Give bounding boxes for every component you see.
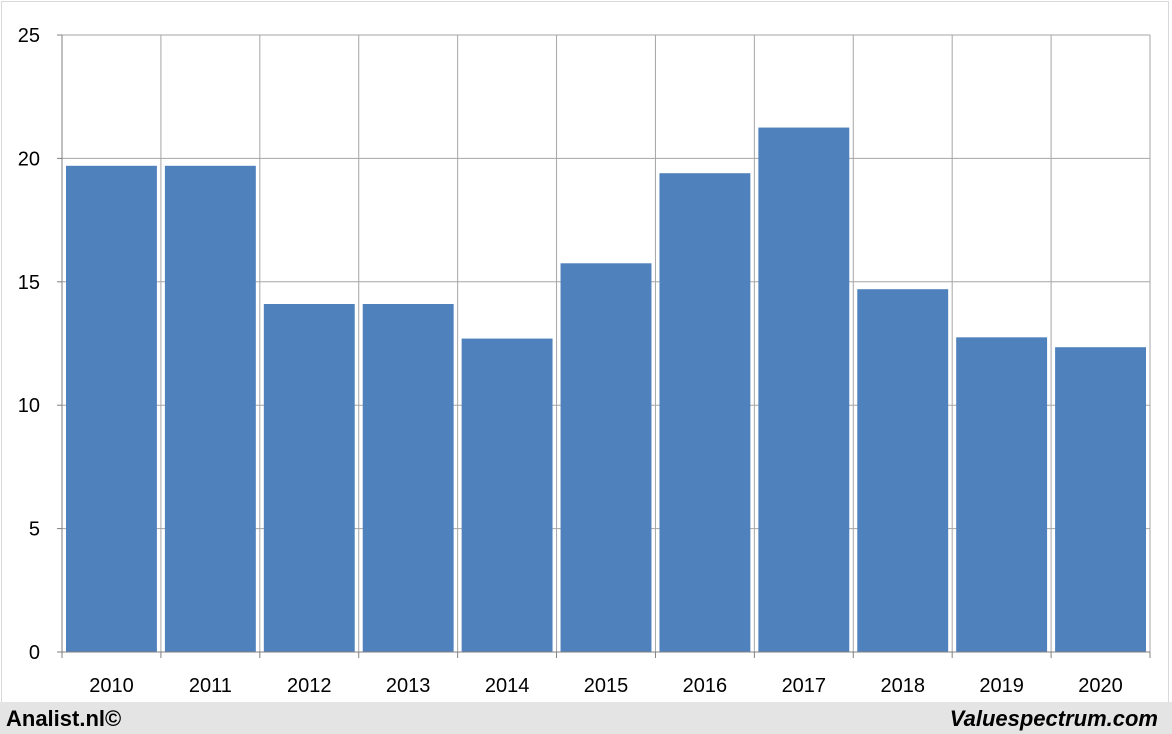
bar-2013: [362, 304, 454, 652]
x-tick-label: 2018: [880, 675, 925, 697]
bar-2019: [956, 337, 1048, 652]
x-tick-label: 2015: [584, 675, 629, 697]
y-tick-label: 20: [18, 148, 40, 170]
bar-2014: [461, 338, 553, 652]
x-tick-label: 2012: [287, 675, 332, 697]
x-tick-label: 2014: [485, 675, 530, 697]
bar-2015: [560, 263, 652, 652]
x-tick-label: 2020: [1078, 675, 1123, 697]
x-tick-label: 2016: [683, 675, 728, 697]
y-tick-labels: 0 5 10 15 20 25: [18, 25, 40, 664]
bar-2016: [659, 173, 751, 652]
y-tick-label: 10: [18, 395, 40, 417]
y-tick-label: 5: [29, 519, 40, 541]
x-tick-labels: 2010 2011 2012 2013 2014 2015 2016 2017 2018 2019…: [89, 675, 1123, 697]
bar-2011: [164, 165, 256, 652]
y-tick-label: 15: [18, 272, 40, 294]
y-tick-label: 0: [29, 642, 40, 664]
x-tick-label: 2019: [979, 675, 1024, 697]
bar-2020: [1055, 347, 1146, 652]
valuespectrum-brand: Valuespectrum.com: [949, 706, 1158, 731]
bars: [66, 127, 1146, 653]
x-tick-label: 2010: [89, 675, 134, 697]
x-tick-label: 2013: [386, 675, 431, 697]
footer-bar: Analist.nl© Valuespectrum.com: [0, 702, 1172, 734]
bar-2017: [758, 127, 850, 653]
y-tick-label: 25: [18, 25, 40, 47]
grid-lines: [62, 34, 1151, 652]
analist-brand: Analist.nl©: [6, 706, 122, 731]
bar-2012: [263, 304, 355, 652]
bar-2018: [857, 289, 949, 652]
axes: [57, 34, 1151, 658]
x-tick-label: 2011: [189, 675, 232, 697]
bar-2010: [66, 165, 157, 652]
x-tick-label: 2017: [782, 675, 827, 697]
